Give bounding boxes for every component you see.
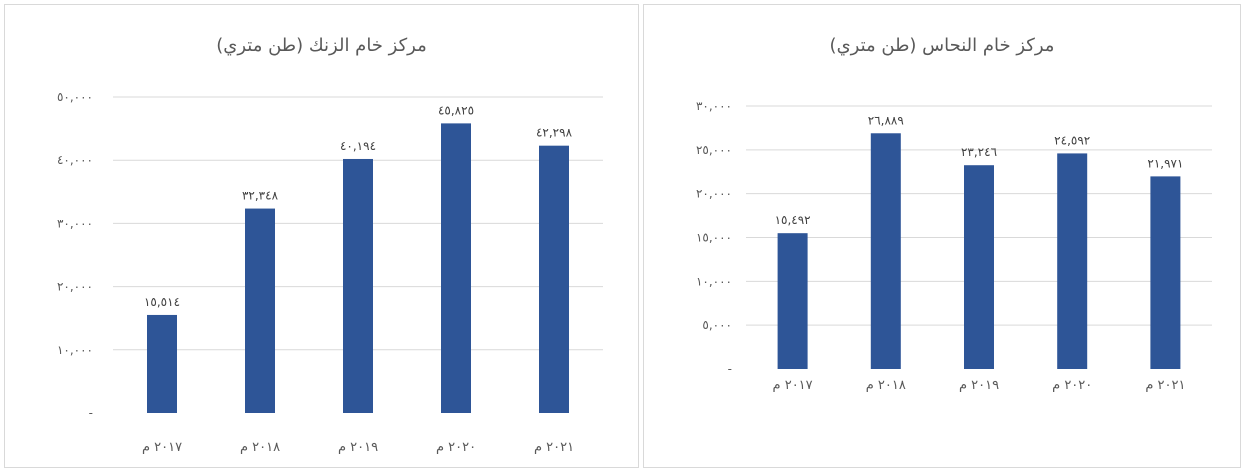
- zinc-data-label: ٤٠,١٩٤: [340, 139, 376, 153]
- copper-y-tick-label: ٢٠,٠٠٠: [696, 187, 732, 201]
- zinc-data-label: ٣٢,٣٤٨: [242, 189, 279, 203]
- copper-data-label: ٢٤,٥٩٢: [1054, 133, 1090, 147]
- zinc-bar: [245, 208, 275, 413]
- zinc-data-label: ١٥,٥١٤: [144, 295, 180, 309]
- zinc-y-tick-label: ١٠,٠٠٠: [57, 343, 93, 357]
- copper-bar: [964, 165, 994, 369]
- copper-data-label: ١٥,٤٩٢: [775, 213, 811, 227]
- copper-bar: [1150, 176, 1181, 369]
- copper-bar: [1057, 153, 1088, 369]
- zinc-category-label: ٢٠٢٠ م: [436, 440, 476, 455]
- copper-bar: [870, 133, 901, 369]
- copper-chart-title: مركز خام النحاس (طن متري): [829, 35, 1055, 56]
- zinc-y-tick-label: ٤٠,٠٠٠: [57, 153, 93, 167]
- zinc-chart-title: مركز خام الزنك (طن متري): [216, 35, 427, 56]
- copper-category-label: ٢٠٢١ م: [1145, 378, 1185, 393]
- copper-y-tick-label: -: [728, 362, 732, 376]
- zinc-bar: [441, 123, 471, 414]
- copper-chart-panel: مركز خام النحاس (طن متري) - ٥,٠٠٠ ١٠,٠٠٠ ١٥…: [643, 4, 1241, 468]
- zinc-category-label: ٢٠٢١ م: [534, 440, 574, 455]
- copper-data-label: ٢٣,٢٤٦: [961, 145, 997, 159]
- copper-y-tick-label: ٢٥,٠٠٠: [696, 143, 732, 157]
- copper-y-tick-label: ١٥,٠٠٠: [696, 231, 732, 245]
- zinc-category-label: ٢٠١٩ م: [338, 440, 378, 455]
- zinc-category-label: ٢٠١٧ م: [142, 440, 182, 455]
- zinc-y-tick-label: ٢٠,٠٠٠: [57, 280, 93, 294]
- copper-category-label: ٢٠١٧ م: [773, 378, 813, 393]
- zinc-bar: [539, 145, 569, 413]
- copper-bar: [777, 233, 808, 369]
- zinc-chart-panel: مركز خام الزنك (طن متري) - ١٠,٠٠٠ ٢٠,٠٠٠ ٣٠…: [4, 4, 639, 468]
- zinc-category-label: ٢٠١٨ م: [240, 440, 280, 455]
- copper-y-tick-label: ٣٠,٠٠٠: [696, 99, 732, 113]
- zinc-y-tick-label: -: [89, 406, 93, 420]
- copper-data-label: ٢١,٩٧١: [1147, 156, 1183, 170]
- zinc-bar-chart: - ١٠,٠٠٠ ٢٠,٠٠٠ ٣٠,٠٠٠ ٤٠,٠٠٠ ٥٠,٠٠٠ ١٥,٥١٤ ٢٠١…: [57, 90, 603, 455]
- copper-category-label: ٢٠١٩ م: [959, 378, 999, 393]
- copper-y-tick-label: ٥,٠٠٠: [702, 318, 732, 332]
- copper-y-tick-label: ١٠,٠٠٠: [696, 274, 732, 288]
- zinc-data-label: ٤٥,٨٢٥: [438, 103, 474, 117]
- zinc-bar: [147, 314, 177, 413]
- zinc-data-label: ٤٢,٢٩٨: [536, 126, 573, 140]
- zinc-bar: [343, 158, 373, 413]
- copper-bar-chart: - ٥,٠٠٠ ١٠,٠٠٠ ١٥,٠٠٠ ٢٠,٠٠٠ ٢٥,٠٠٠ ٣٠,٠٠٠ ١٥,٤…: [696, 99, 1212, 393]
- zinc-y-tick-label: ٣٠,٠٠٠: [57, 216, 93, 230]
- copper-category-label: ٢٠٢٠ م: [1052, 378, 1092, 393]
- copper-data-label: ٢٦,٨٨٩: [868, 113, 904, 127]
- zinc-y-tick-label: ٥٠,٠٠٠: [57, 90, 93, 104]
- copper-category-label: ٢٠١٨ م: [866, 378, 906, 393]
